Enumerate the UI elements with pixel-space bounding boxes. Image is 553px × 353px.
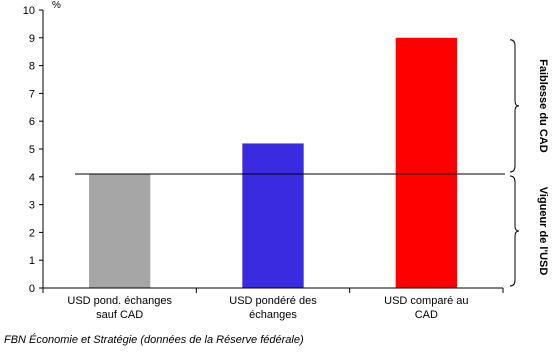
x-tick-label: échanges	[249, 309, 297, 321]
bar	[395, 37, 457, 288]
x-tick-label: USD pond. échanges	[67, 295, 172, 307]
annotation-label: Vigueur de l'USD	[537, 187, 549, 276]
x-tick-label: USD pondéré des	[229, 295, 317, 307]
bar	[242, 143, 304, 288]
y-axis: 0 1 2 3 4 5 6 7 8 9 10%	[23, 0, 61, 295]
annotation-label: Faiblesse du CAD	[537, 59, 549, 153]
x-axis: USD pond. échanges sauf CAD USD pondéré de…	[42, 287, 504, 321]
source-note: FBN Économie et Stratégie (données de la…	[4, 334, 304, 346]
y-tick-label: 7	[29, 88, 35, 100]
brace	[509, 175, 520, 287]
y-tick-label: 1	[29, 255, 35, 267]
brace	[509, 39, 520, 173]
y-tick-label: 8	[29, 61, 35, 73]
y-tick-label: 6	[29, 116, 35, 128]
bars	[89, 37, 457, 288]
x-tick-label: sauf CAD	[96, 309, 143, 321]
y-tick-label: 5	[29, 144, 35, 156]
y-tick-label: 3	[29, 200, 35, 212]
y-tick-label: 4	[29, 172, 35, 184]
x-tick-label: CAD	[415, 309, 438, 321]
x-tick-label: USD comparé au	[384, 295, 468, 307]
y-tick-label: 0	[29, 283, 35, 295]
annotations: Faiblesse du CAD Vigueur de l'USD	[75, 39, 549, 287]
y-unit-label: %	[52, 0, 61, 11]
bar	[89, 174, 151, 288]
y-tick-label: 10	[23, 5, 35, 17]
y-tick-label: 9	[29, 33, 35, 45]
y-tick-label: 2	[29, 227, 35, 239]
